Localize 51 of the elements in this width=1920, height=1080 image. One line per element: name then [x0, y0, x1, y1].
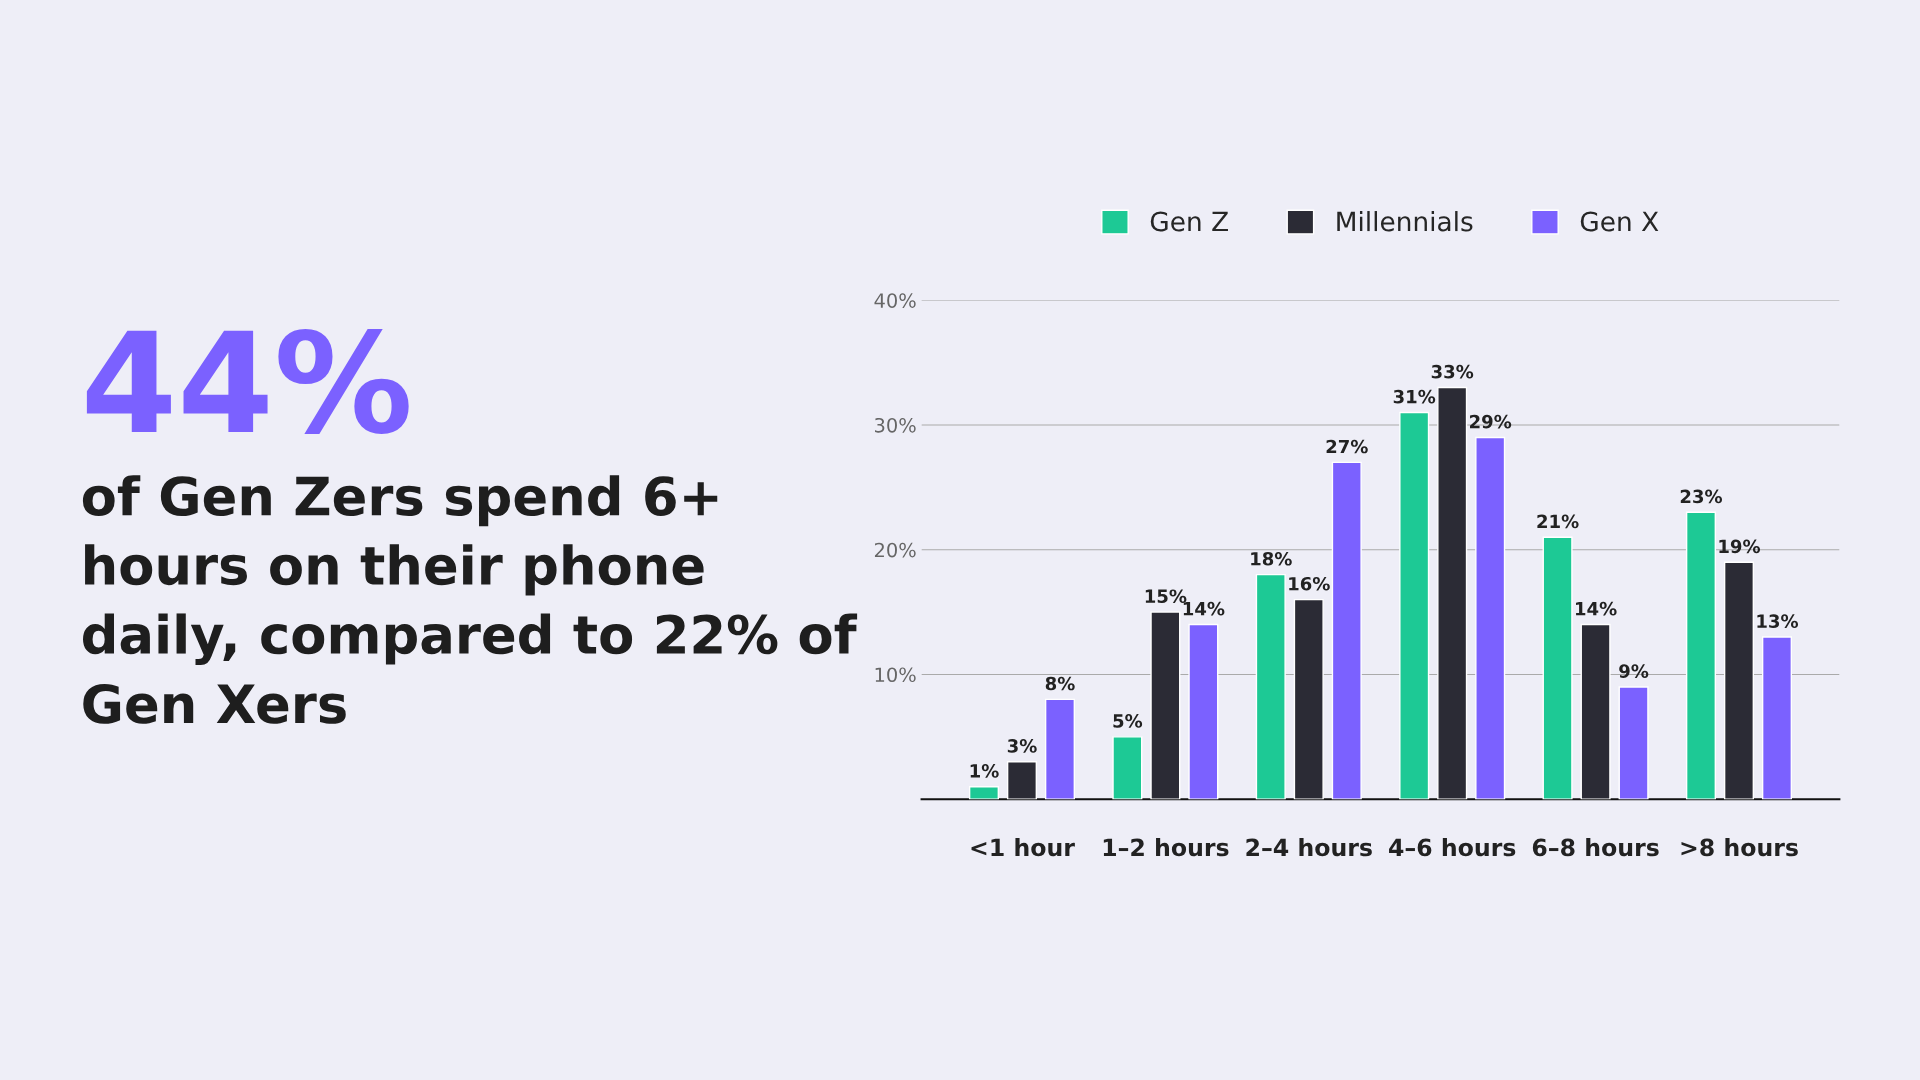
bar	[1255, 573, 1286, 800]
data-label: 5%	[1113, 714, 1143, 728]
data-label: 16%	[1289, 576, 1330, 591]
bar	[1723, 561, 1755, 800]
data-label: 13%	[1757, 614, 1799, 628]
bar	[968, 786, 1000, 800]
legend-label: Gen X	[1580, 211, 1659, 232]
bar	[1150, 611, 1181, 800]
y-tick-label: 30%	[875, 417, 916, 433]
x-tick-label: 1–2 hours	[1103, 838, 1229, 857]
bar	[1542, 536, 1573, 800]
x-tick-label: >8 hours	[1681, 838, 1798, 857]
data-label: 19%	[1719, 539, 1761, 554]
data-label: 33%	[1431, 364, 1474, 379]
bar	[1399, 411, 1430, 800]
data-label: 27%	[1326, 439, 1368, 454]
legend-label: Gen Z	[1150, 211, 1228, 232]
data-label: 21%	[1537, 514, 1579, 529]
data-label: 9%	[1619, 664, 1649, 678]
data-label: 31%	[1393, 389, 1436, 404]
data-label: 15%	[1145, 589, 1187, 604]
x-tick-label: 6–8 hours	[1532, 838, 1659, 857]
bar	[1112, 736, 1143, 800]
bar	[1293, 598, 1324, 800]
data-label: 14%	[1576, 601, 1617, 616]
bar	[1475, 436, 1506, 800]
data-label: 1%	[970, 764, 999, 778]
bar	[1044, 698, 1076, 800]
data-label: 18%	[1251, 551, 1292, 566]
y-tick-label: 20%	[874, 542, 916, 558]
y-tick-label: 10%	[875, 667, 916, 683]
bar	[1437, 386, 1468, 800]
data-label: 8%	[1045, 676, 1075, 691]
text: of Gen Zers spend 6+ hours on their phone daily, compared to 22% of Gen Xers	[82, 475, 858, 724]
x-tick-label: 4–6 hours	[1389, 838, 1516, 857]
chart-title: 44%	[86, 328, 409, 434]
bar	[1761, 636, 1793, 800]
bar	[1188, 623, 1219, 800]
bar	[1685, 511, 1717, 800]
data-label: 14%	[1183, 601, 1225, 616]
bar	[1006, 761, 1038, 800]
bar	[1331, 461, 1362, 800]
bar	[1618, 686, 1649, 800]
x-tick-label: 2–4 hours	[1246, 838, 1372, 857]
legend-label: Millennials	[1337, 211, 1473, 232]
data-label: 29%	[1470, 414, 1512, 429]
y-tick-label: 40%	[874, 293, 916, 308]
x-tick-label: <1 hour	[971, 838, 1075, 857]
data-label: 3%	[1007, 739, 1037, 753]
data-label: 23%	[1680, 489, 1723, 504]
bar	[1580, 623, 1611, 800]
